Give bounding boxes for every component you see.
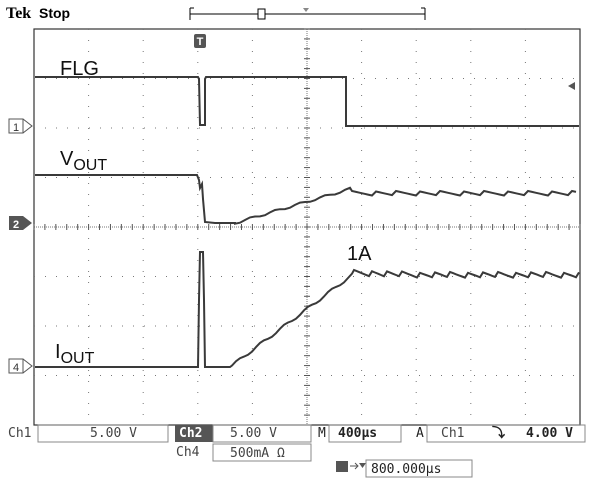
ch4-scale[interactable]: 500mA Ω [230,446,285,461]
ch1-scale[interactable]: 5.00 V [90,426,137,441]
brand-label: Tek [6,5,31,22]
trigger-position-thumb[interactable] [257,8,266,20]
flg-trace [35,76,579,127]
ch4-ground-marker[interactable]: 4 [8,358,33,374]
vout-label-main: V [60,148,74,170]
record-position-bar[interactable] [189,7,426,20]
ch1-label: Ch1 [8,426,31,441]
ch2-marker-label: 2 [13,219,19,231]
ch4-marker-label: 4 [13,362,19,374]
iout-label: IOUT [55,341,95,367]
acquisition-status: Stop [39,5,70,21]
timebase-value[interactable]: 400µs [338,426,377,441]
timebase-prefix: M [318,426,326,441]
iout-label-sub: OUT [61,350,95,367]
trigger-position-marker[interactable]: T [194,34,206,48]
ch2-selected-badge[interactable] [175,425,213,442]
flg-label: FLG [60,58,99,80]
ch1-marker-label: 1 [13,122,19,134]
ch4-label: Ch4 [176,445,200,460]
vout-label: VOUT [60,148,107,174]
trigger-source[interactable]: Ch1 [441,426,464,441]
vout-trace [35,174,577,225]
iout-trace [35,251,580,368]
trigger-slope-icon: ⤵ [492,425,506,441]
trigger-marker-label: T [197,36,204,48]
ch2-ground-marker[interactable]: 2 [9,216,32,231]
iout-label-main: I [55,341,61,363]
center-marker-icon [303,8,309,12]
ch2-label: Ch2 [179,426,202,441]
peak-current-label: 1A [347,243,372,265]
ch1-ground-marker[interactable]: 1 [8,118,33,134]
graticule [33,28,581,426]
trigger-mode: A [416,426,424,441]
trigger-level-arrow-icon [568,82,575,90]
trigger-position-value: 800.000µs [371,462,441,477]
status-readout: Ch1 5.00 V Ch2 5.00 V Ch4 500mA Ω M 400µ… [8,424,586,478]
ch2-scale[interactable]: 5.00 V [230,426,277,441]
trigger-level[interactable]: 4.00 V [526,426,573,441]
vout-label-sub: OUT [73,157,107,174]
trigger-position-readout[interactable]: 800.000µs [336,459,473,478]
